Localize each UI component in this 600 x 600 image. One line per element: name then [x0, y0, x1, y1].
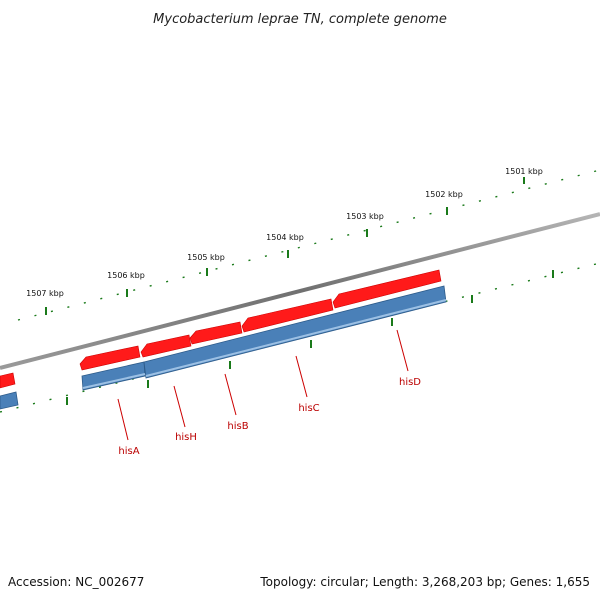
tick-1507: 1507 kbp: [26, 289, 64, 315]
gene-label-hisD: hisD: [396, 329, 421, 388]
gene-label-text: hisC: [298, 403, 319, 414]
tick-label: 1505 kbp: [187, 253, 225, 262]
tick-label: 1502 kbp: [425, 190, 463, 199]
tick-label: 1506 kbp: [107, 271, 145, 280]
cds-arrow-hisA[interactable]: [79, 345, 141, 371]
tick-label: 1507 kbp: [26, 289, 64, 298]
cds-track: [0, 269, 442, 389]
inner-tick-dots: [0, 262, 600, 413]
gene-label-hisB: hisB: [224, 373, 249, 432]
leader-line: [396, 329, 409, 372]
gene-track: [0, 285, 447, 410]
gene-label-hisA: hisA: [117, 398, 140, 457]
cds-arrow-left[interactable]: [0, 372, 16, 389]
gene-label-hisH: hisH: [173, 385, 197, 443]
tick-1502: 1502 kbp: [425, 190, 463, 215]
backbone: [0, 212, 600, 370]
leader-line: [295, 355, 308, 398]
map-title: Mycobacterium leprae TN, complete genome: [153, 12, 447, 27]
tick-label: 1503 kbp: [346, 212, 384, 221]
gene-label-text: hisB: [227, 421, 248, 432]
inner-tick-marks: [66, 270, 554, 405]
gene-label-text: hisH: [175, 432, 197, 443]
cds-arrow-hisB[interactable]: [189, 321, 243, 345]
tick-1504: 1504 kbp: [266, 233, 304, 258]
gene-feature-left[interactable]: [0, 391, 19, 410]
leader-line: [173, 385, 186, 428]
gene-label-text: hisA: [118, 446, 139, 457]
cds-arrow-hisD[interactable]: [332, 269, 442, 309]
inner-tick-track: [0, 262, 600, 413]
topology-summary-text: Topology: circular; Length: 3,268,203 bp…: [259, 575, 590, 589]
tick-1506: 1506 kbp: [107, 271, 145, 297]
gene-feature-hisA[interactable]: [81, 361, 146, 391]
cds-arrow-hisC[interactable]: [241, 298, 334, 333]
gene-feature-highlight: [82, 373, 146, 389]
gene-feature-hisH-to-hisD[interactable]: [143, 285, 447, 379]
cds-arrow-hisH[interactable]: [140, 334, 192, 358]
backbone-ring: [0, 212, 600, 370]
leader-line: [117, 398, 129, 441]
tick-1505: 1505 kbp: [187, 253, 225, 276]
accession-text: Accession: NC_002677: [8, 575, 144, 589]
tick-1503: 1503 kbp: [346, 212, 384, 237]
outer-tick-track: [17, 169, 600, 321]
tick-label: 1504 kbp: [266, 233, 304, 242]
gene-label-hisC: hisC: [295, 355, 320, 414]
gene-feature-highlight: [145, 299, 447, 377]
tick-1501: 1501 kbp: [505, 167, 543, 184]
gene-label-text: hisD: [399, 377, 421, 388]
leader-line: [224, 373, 237, 416]
tick-label: 1501 kbp: [505, 167, 543, 176]
outer-tick-dots: [17, 169, 600, 321]
